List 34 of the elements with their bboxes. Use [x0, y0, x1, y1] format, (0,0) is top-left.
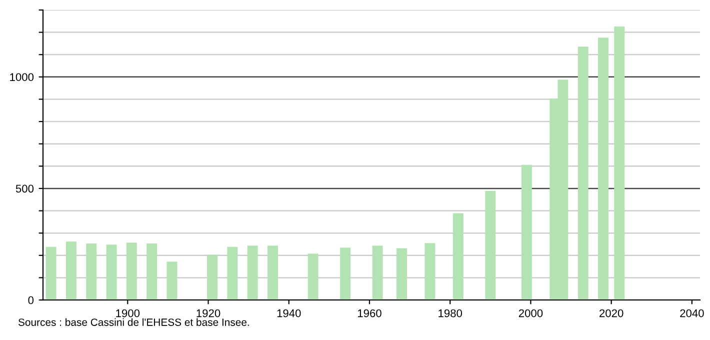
- bar: [614, 26, 625, 300]
- x-tick-label: 1900: [116, 309, 140, 318]
- x-tick-label: 2000: [518, 309, 543, 318]
- x-tick-label: 1920: [196, 309, 220, 318]
- bar: [86, 244, 97, 300]
- bar: [521, 164, 532, 300]
- bar: [340, 248, 351, 300]
- y-tick-label: 1000: [10, 73, 34, 82]
- y-tick-label: 500: [16, 184, 34, 193]
- bar: [166, 262, 178, 300]
- bar: [66, 242, 76, 300]
- bar: [372, 246, 383, 300]
- bar: [578, 46, 588, 300]
- bar: [424, 243, 436, 300]
- bar: [247, 246, 258, 300]
- x-tick-label: 2040: [680, 309, 704, 318]
- source-note: Sources : base Cassini de l'EHESS et base Insee.: [18, 318, 249, 326]
- bar: [598, 38, 609, 300]
- bar: [485, 190, 496, 300]
- x-tick-label: 2020: [600, 309, 624, 318]
- bar: [207, 254, 218, 300]
- bar: [227, 246, 238, 300]
- bar: [268, 246, 278, 300]
- x-tick-label: 1960: [358, 309, 382, 318]
- bar: [308, 254, 318, 300]
- bar: [396, 248, 407, 300]
- x-tick-label: 1980: [438, 309, 462, 318]
- bar: [452, 213, 464, 300]
- x-tick-label: 1940: [277, 309, 301, 318]
- bar: [146, 244, 158, 300]
- bar: [46, 246, 56, 300]
- y-tick-label: 0: [28, 296, 34, 304]
- bar: [126, 242, 137, 300]
- bar: [106, 244, 117, 300]
